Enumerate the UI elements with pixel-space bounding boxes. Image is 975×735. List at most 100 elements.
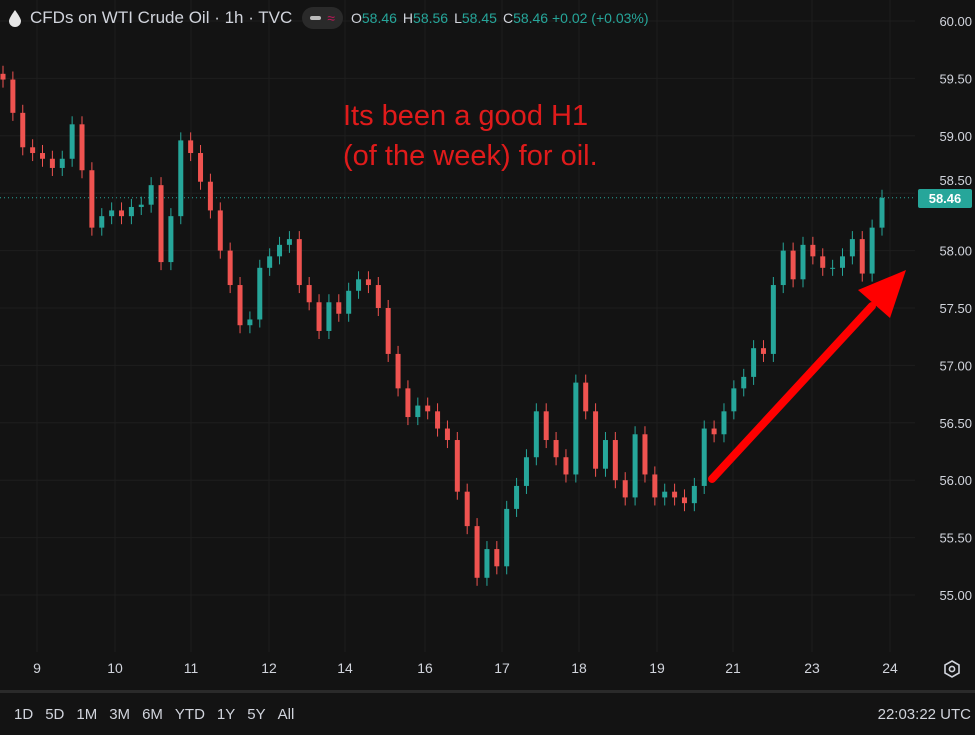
- candle-body: [346, 290, 352, 314]
- candle-body: [543, 411, 549, 441]
- candle-body: [622, 480, 628, 498]
- candle-body: [306, 285, 312, 303]
- range-button-1d[interactable]: 1D: [14, 705, 34, 723]
- candle-body: [40, 153, 46, 159]
- candle-body: [158, 185, 164, 263]
- x-tick-label: 19: [649, 660, 665, 676]
- range-button-5y[interactable]: 5Y: [247, 705, 266, 723]
- candle-body: [474, 526, 480, 578]
- candle-body: [681, 497, 687, 504]
- range-button-all[interactable]: All: [277, 705, 295, 723]
- candle-body: [109, 210, 115, 217]
- candle-body: [830, 267, 836, 269]
- candle-body: [326, 302, 332, 331]
- y-tick-label: 59.50: [939, 71, 972, 86]
- candle-body: [612, 440, 618, 481]
- ohlc-key: O: [350, 10, 362, 26]
- candle-body: [464, 491, 470, 527]
- candle-body: [780, 250, 786, 286]
- candle-body: [20, 112, 26, 148]
- symbol-title[interactable]: CFDs on WTI Crude Oil · 1h · TVC: [30, 8, 293, 27]
- ohlc-key: H: [402, 10, 414, 26]
- candle-body: [553, 440, 559, 458]
- candle-body: [435, 411, 441, 429]
- last-price-label: 58.46: [918, 189, 972, 208]
- indicator-toggle[interactable]: ≈: [302, 7, 343, 29]
- candle-body: [217, 210, 223, 251]
- x-tick-label: 18: [571, 660, 587, 676]
- range-button-6m[interactable]: 6M: [142, 705, 163, 723]
- wave-icon[interactable]: ≈: [327, 10, 335, 26]
- range-button-3m[interactable]: 3M: [109, 705, 131, 723]
- candle-body: [711, 428, 717, 435]
- annotation-line-1: Its been a good H1: [343, 100, 589, 132]
- candle-body: [632, 434, 638, 498]
- candle-body: [415, 405, 421, 418]
- candle-body: [810, 244, 816, 257]
- candle-body: [59, 158, 65, 168]
- candle-body: [296, 239, 302, 286]
- candle-body: [760, 348, 766, 354]
- candle-body: [504, 508, 510, 567]
- candle-body: [119, 210, 125, 217]
- ohlc-key: L: [454, 10, 462, 26]
- candle-body: [395, 353, 401, 389]
- candle-body: [138, 204, 144, 207]
- range-button-1y[interactable]: 1Y: [216, 705, 236, 723]
- candle-body: [207, 181, 213, 211]
- y-tick-label: 56.50: [939, 416, 972, 431]
- y-tick-label: 55.00: [939, 588, 972, 603]
- candle-body: [790, 250, 796, 280]
- candle-body: [247, 319, 253, 326]
- candle-body: [583, 382, 589, 412]
- y-tick-label: 57.50: [939, 301, 972, 316]
- annotation-arrow-head: [858, 270, 906, 318]
- candle-body: [227, 250, 233, 286]
- candle-body: [425, 405, 431, 412]
- candle-body: [375, 285, 381, 308]
- candle-body: [0, 73, 6, 80]
- candle-body: [10, 79, 16, 113]
- candle-body: [533, 411, 539, 458]
- candle-body: [593, 411, 599, 469]
- y-tick-label: 58.00: [939, 244, 972, 259]
- y-tick-label: 58.50: [939, 173, 972, 188]
- ohlc-value: 58.45: [461, 10, 497, 26]
- candle-body: [494, 549, 500, 567]
- candle-body: [672, 491, 678, 498]
- candle-body: [514, 485, 520, 509]
- candle-body: [859, 239, 865, 274]
- x-tick-label: 23: [804, 660, 820, 676]
- candle-body: [691, 485, 697, 504]
- candle-body: [642, 434, 648, 475]
- range-selector: 1D 5D 1M 3M 6M YTD 1Y 5Y All: [14, 706, 294, 723]
- candle-body: [148, 185, 154, 205]
- candle-body: [198, 153, 204, 182]
- chart-header: CFDs on WTI Crude Oil · 1h · TVC ≈ O 58.4…: [8, 6, 655, 30]
- settings-icon[interactable]: [943, 660, 961, 678]
- x-tick-label: 21: [725, 660, 741, 676]
- candle-body: [178, 140, 184, 217]
- candle-body: [770, 285, 776, 354]
- candle-body: [99, 216, 105, 228]
- candle-body: [277, 244, 283, 257]
- bottom-toolbar: 1D 5D 1M 3M 6M YTD 1Y 5Y All 22:03:22 UTC: [0, 690, 975, 735]
- candle-body: [79, 124, 85, 171]
- candle-body: [721, 411, 727, 435]
- candle-body: [49, 158, 55, 168]
- candle-body: [701, 428, 707, 486]
- range-button-ytd[interactable]: YTD: [174, 705, 205, 723]
- candle-body: [602, 440, 608, 469]
- minus-icon[interactable]: [310, 16, 322, 20]
- oil-drop-icon: [9, 10, 21, 27]
- annotation-arrow-shaft: [708, 302, 876, 483]
- range-button-1m[interactable]: 1M: [76, 705, 98, 723]
- price-chart[interactable]: 60.00 59.50 59.00 58.50 58.00 57.50 57.00 56.50…: [0, 0, 975, 690]
- candle-body: [365, 279, 371, 286]
- clock[interactable]: 22:03:22 UTC: [877, 705, 971, 723]
- candle-body: [869, 227, 875, 274]
- ohlc-key: C: [502, 10, 514, 26]
- range-button-5d[interactable]: 5D: [45, 705, 65, 723]
- candle-body: [69, 124, 75, 159]
- x-tick-label: 14: [337, 660, 353, 676]
